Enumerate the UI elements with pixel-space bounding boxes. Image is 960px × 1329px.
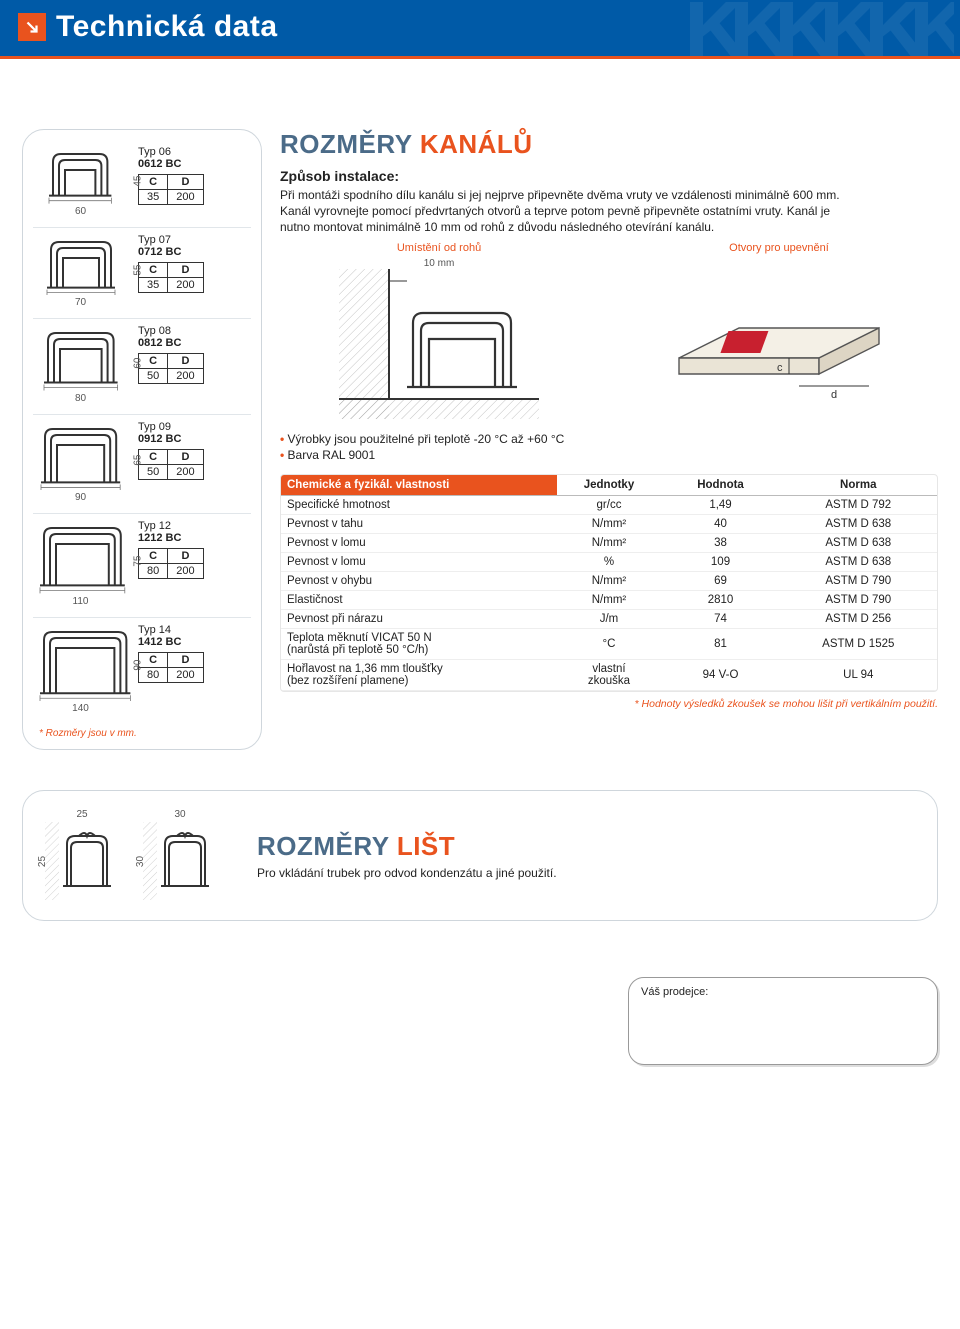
table-row: Pevnost v tahuN/mm²40ASTM D 638 — [281, 514, 937, 533]
type-profile-icon: 110 75 — [33, 520, 128, 606]
type-code: 1212 BC — [138, 532, 251, 544]
props-th-norm: Norma — [780, 475, 937, 496]
type-cd-table: CD 35200 — [138, 262, 204, 293]
type-profile-icon: 60 45 — [33, 146, 128, 217]
feature-item: Výrobky jsou použitelné při teplotě -20 … — [280, 432, 938, 446]
type-cd-table: CD 35200 — [138, 174, 204, 205]
type-width-dim: 110 — [33, 596, 128, 607]
type-profile-icon: 70 55 — [33, 234, 128, 309]
type-cd-table: CD 50200 — [138, 353, 204, 384]
fastening-holes-diagram-icon: d c — [659, 258, 899, 408]
type-label: Typ 14 — [138, 624, 251, 636]
table-row: Pevnost v lomu%109ASTM D 638 — [281, 552, 937, 571]
type-row: 70 55 Typ 07 0712 BC CD 35200 — [33, 228, 251, 320]
diag-left-caption: Umístění od rohů — [280, 242, 598, 254]
table-row: Pevnost v ohybuN/mm²69ASTM D 790 — [281, 571, 937, 590]
type-label: Typ 12 — [138, 520, 251, 532]
type-width-dim: 140 — [33, 703, 128, 714]
type-label: Typ 07 — [138, 234, 251, 246]
type-row: 140 90 Typ 14 1412 BC CD 80200 — [33, 618, 251, 724]
type-width-dim: 70 — [33, 297, 128, 308]
types-footnote: Rozměry jsou v mm. — [33, 724, 251, 747]
list-profile-icon: 30 30 — [143, 809, 217, 902]
props-footnote: Hodnoty výsledků zkoušek se mohou lišit … — [280, 698, 938, 710]
install-body: Při montáži spodního dílu kanálu si jej … — [280, 187, 860, 236]
table-row: Pevnost v lomuN/mm²38ASTM D 638 — [281, 533, 937, 552]
list-body: Pro vkládání trubek pro odvod kondenzátu… — [257, 866, 557, 880]
properties-table-wrap: Chemické a fyzikál. vlastnosti Jednotky … — [280, 474, 938, 692]
diag-left-dim: 10 mm — [280, 258, 598, 269]
table-row: Specifické hmotnostgr/cc1,49ASTM D 792 — [281, 495, 937, 514]
dealer-label: Váš prodejce: — [641, 986, 708, 998]
svg-text:d: d — [831, 389, 837, 401]
type-height-dim: 55 — [133, 265, 144, 276]
dealer-box: Váš prodejce: — [628, 977, 938, 1065]
type-cd-table: CD 80200 — [138, 548, 204, 579]
table-row: Hořlavost na 1,36 mm tloušťky (bez rozší… — [281, 659, 937, 690]
diag-right-caption: Otvory pro upevnění — [620, 242, 938, 254]
properties-table: Chemické a fyzikál. vlastnosti Jednotky … — [281, 475, 937, 691]
header-bar: Technická data KKKKKK — [0, 0, 960, 59]
type-row: 110 75 Typ 12 1212 BC CD 80200 — [33, 514, 251, 617]
type-code: 0712 BC — [138, 246, 251, 258]
type-label: Typ 06 — [138, 146, 251, 158]
type-code: 0612 BC — [138, 158, 251, 170]
install-diagrams: Umístění od rohů 10 mm — [280, 242, 938, 422]
type-height-dim: 60 — [133, 357, 144, 368]
type-cd-table: CD 80200 — [138, 652, 204, 683]
type-profile-icon: 90 65 — [33, 421, 128, 503]
type-height-dim: 75 — [133, 555, 144, 566]
channels-heading: ROZMĚRY KANÁLŮ — [280, 129, 938, 160]
type-row: 90 65 Typ 09 0912 BC CD 50200 — [33, 415, 251, 514]
list-heading: ROZMĚRY LIŠT — [257, 831, 557, 862]
type-profile-icon: 140 90 — [33, 624, 128, 714]
type-width-dim: 90 — [33, 492, 128, 503]
type-row: 80 60 Typ 08 0812 BC CD 50200 — [33, 319, 251, 415]
type-code: 0912 BC — [138, 433, 251, 445]
table-row: ElastičnostN/mm²2810ASTM D 790 — [281, 590, 937, 609]
type-height-dim: 65 — [133, 454, 144, 465]
props-th-property: Chemické a fyzikál. vlastnosti — [281, 475, 557, 496]
table-row: Pevnost při nárazuJ/m74ASTM D 256 — [281, 609, 937, 628]
page-title: Technická data — [56, 10, 278, 44]
list-panel: 25 25 30 — [22, 790, 938, 921]
type-width-dim: 60 — [33, 206, 128, 217]
props-th-value: Hodnota — [661, 475, 779, 496]
type-code: 1412 BC — [138, 636, 251, 648]
features-list: Výrobky jsou použitelné při teplotě -20 … — [280, 432, 938, 462]
type-label: Typ 09 — [138, 421, 251, 433]
type-width-dim: 80 — [33, 393, 128, 404]
type-row: 60 45 Typ 06 0612 BC CD 35200 — [33, 140, 251, 228]
type-profile-icon: 80 60 — [33, 325, 128, 404]
props-th-unit: Jednotky — [557, 475, 662, 496]
table-row: Teplota měknutí VICAT 50 N (narůstá při … — [281, 628, 937, 659]
feature-item: Barva RAL 9001 — [280, 448, 938, 462]
type-cd-table: CD 50200 — [138, 449, 204, 480]
svg-text:c: c — [777, 362, 783, 374]
type-height-dim: 90 — [133, 660, 144, 671]
type-code: 0812 BC — [138, 337, 251, 349]
arrow-down-right-icon — [18, 13, 46, 41]
type-label: Typ 08 — [138, 325, 251, 337]
list-profile-icon: 25 25 — [45, 809, 119, 902]
install-subheading: Způsob instalace: — [280, 168, 938, 184]
types-panel: 60 45 Typ 06 0612 BC CD 35200 70 55 — [22, 129, 262, 750]
corner-mount-diagram-icon — [339, 269, 539, 419]
type-height-dim: 45 — [133, 176, 144, 187]
